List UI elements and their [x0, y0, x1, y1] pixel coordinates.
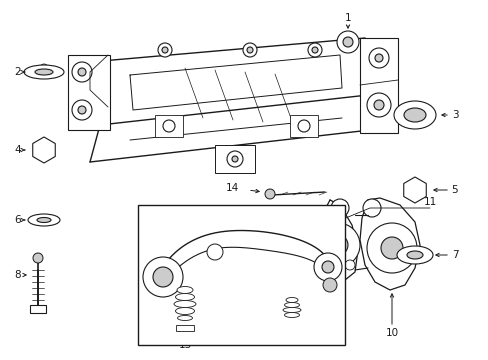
Ellipse shape [177, 315, 192, 320]
Circle shape [319, 225, 329, 235]
Circle shape [380, 237, 402, 259]
Ellipse shape [24, 65, 64, 79]
Circle shape [264, 189, 274, 199]
Circle shape [345, 260, 354, 270]
Circle shape [297, 120, 309, 132]
Ellipse shape [175, 293, 194, 301]
Text: 5: 5 [451, 185, 457, 195]
Circle shape [362, 199, 380, 217]
Text: 12: 12 [288, 330, 301, 340]
Circle shape [373, 100, 383, 110]
Text: 7: 7 [451, 250, 457, 260]
Circle shape [311, 47, 317, 53]
Ellipse shape [403, 108, 425, 122]
Text: 9: 9 [326, 328, 333, 338]
Circle shape [78, 106, 86, 114]
Ellipse shape [284, 302, 299, 307]
Text: 16: 16 [333, 307, 346, 317]
Circle shape [313, 253, 341, 281]
Bar [359, 38, 397, 133]
Circle shape [327, 235, 347, 255]
Text: 11: 11 [423, 197, 436, 207]
Circle shape [315, 223, 359, 267]
Circle shape [323, 278, 336, 292]
Ellipse shape [396, 246, 432, 264]
Ellipse shape [283, 307, 301, 312]
Circle shape [243, 43, 257, 57]
Circle shape [163, 120, 175, 132]
Bar [176, 325, 194, 331]
Circle shape [321, 261, 333, 273]
Circle shape [33, 253, 43, 263]
Circle shape [40, 64, 48, 72]
Circle shape [72, 100, 92, 120]
Polygon shape [403, 177, 426, 203]
Circle shape [231, 156, 238, 162]
Ellipse shape [35, 69, 53, 75]
Ellipse shape [28, 214, 60, 226]
Circle shape [368, 48, 388, 68]
Polygon shape [33, 137, 55, 163]
Bar [155, 115, 183, 137]
Ellipse shape [284, 312, 299, 318]
Ellipse shape [175, 307, 194, 315]
Bar [289, 115, 317, 137]
Text: 8: 8 [15, 270, 21, 280]
Text: 14: 14 [225, 183, 238, 193]
Text: 4: 4 [15, 145, 21, 155]
Text: 3: 3 [451, 110, 457, 120]
Circle shape [162, 47, 168, 53]
Ellipse shape [174, 301, 196, 307]
Text: 6: 6 [15, 215, 21, 225]
Circle shape [78, 68, 86, 76]
Circle shape [226, 151, 243, 167]
Bar [30, 305, 46, 313]
Circle shape [336, 31, 358, 53]
Text: 15: 15 [179, 325, 192, 335]
Circle shape [330, 199, 348, 217]
Text: 1: 1 [344, 13, 350, 23]
Circle shape [342, 37, 352, 47]
Circle shape [206, 244, 223, 260]
Circle shape [246, 47, 252, 53]
Ellipse shape [285, 297, 297, 302]
Ellipse shape [37, 217, 51, 222]
Circle shape [180, 242, 192, 254]
Circle shape [408, 184, 420, 196]
Text: 13: 13 [178, 340, 191, 350]
Circle shape [38, 144, 50, 156]
Ellipse shape [406, 251, 422, 259]
Bar [180, 310, 192, 317]
Circle shape [366, 93, 390, 117]
Bar [215, 145, 254, 173]
Text: 10: 10 [385, 328, 398, 338]
Circle shape [366, 223, 416, 273]
Text: 2: 2 [15, 67, 21, 77]
Bar [138, 205, 345, 345]
Circle shape [153, 267, 173, 287]
Circle shape [374, 54, 382, 62]
Ellipse shape [177, 287, 193, 293]
Ellipse shape [393, 101, 435, 129]
Circle shape [142, 257, 183, 297]
Bar [68, 55, 110, 130]
Circle shape [72, 62, 92, 82]
Circle shape [158, 43, 172, 57]
Circle shape [307, 43, 321, 57]
